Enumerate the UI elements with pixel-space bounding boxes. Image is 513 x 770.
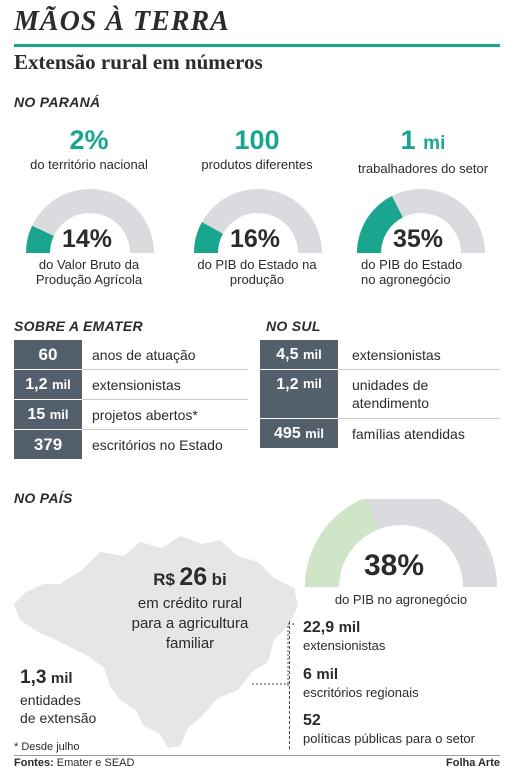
credit-block: R$ 26 bi em crédito rural para a agricul… <box>110 564 270 654</box>
table-row: 379 escritórios no Estado <box>14 430 223 459</box>
table-row: 15 mil projetos abertos* <box>14 400 198 429</box>
gauge-percent: 16% <box>230 225 280 254</box>
gauge-caption: do PIB do Estado naprodução <box>182 257 332 287</box>
row-label: famílias atendidas <box>338 426 465 442</box>
footnote: * Desde julho <box>14 741 79 753</box>
credit: Folha Arte <box>446 757 500 769</box>
list-bracket <box>289 621 290 749</box>
table-row: 1,2 mil unidades deatendimento <box>260 370 429 418</box>
row-value: 15 mil <box>14 400 82 429</box>
stat-trabalhadores: 1 mi trabalhadores do setor <box>343 126 503 176</box>
entities-block: 1,3 mil entidades de extensão <box>20 666 96 727</box>
row-label: unidades deatendimento <box>338 370 429 418</box>
row-label: escritórios no Estado <box>82 437 223 453</box>
section-heading-parana: NO PARANÁ <box>14 94 100 110</box>
table-row: 495 mil famílias atendidas <box>260 419 465 448</box>
stat-label: produtos diferentes <box>182 157 332 172</box>
page-subtitle: Extensão rural em números <box>14 50 263 75</box>
entities-value: 1,3 mil <box>20 666 96 691</box>
section-heading-pais: NO PAÍS <box>14 490 73 506</box>
row-value: 1,2 mil <box>260 370 338 418</box>
gauge-percent: 35% <box>393 225 443 254</box>
credit-label: em crédito rural para a agricultura fami… <box>110 594 270 654</box>
row-label: extensionistas <box>338 347 441 363</box>
row-label: anos de atuação <box>82 347 196 363</box>
row-value: 379 <box>14 430 82 459</box>
gauge-caption: do Valor Bruto daProdução Agrícola <box>14 257 164 287</box>
gauge-percent: 14% <box>62 225 112 254</box>
section-heading-emater: SOBRE A EMATER <box>14 318 143 334</box>
stat-value: 1 mi <box>343 126 503 158</box>
gauge-caption: do PIB do Estadono agronegócio <box>347 257 497 287</box>
gauge-percent: 38% <box>364 549 424 583</box>
list-item: 52 políticas públicas para o setor <box>303 711 475 747</box>
row-label: extensionistas <box>82 377 181 393</box>
gauge-caption: do PIB no agronegócio <box>300 592 502 607</box>
sources: Fontes: Emater e SEAD <box>14 757 134 769</box>
table-row: 60 anos de atuação <box>14 340 196 369</box>
page-title: MÃOS À TERRA <box>14 6 230 38</box>
stat-produtos: 100 produtos diferentes <box>182 126 332 172</box>
row-value: 4,5 mil <box>260 340 338 369</box>
section-heading-sul: NO SUL <box>266 318 321 334</box>
title-rule <box>14 44 500 47</box>
stat-value: 100 <box>182 126 332 154</box>
stat-label: trabalhadores do setor <box>343 161 503 176</box>
stat-value: 2% <box>14 126 164 154</box>
row-value: 1,2 mil <box>14 370 82 399</box>
entities-label: entidades de extensão <box>20 691 96 727</box>
row-label: projetos abertos* <box>82 407 198 423</box>
table-row: 4,5 mil extensionistas <box>260 340 441 369</box>
footer-rule <box>14 755 500 756</box>
list-item: 6 mil escritórios regionais <box>303 665 419 701</box>
table-row: 1,2 mil extensionistas <box>14 370 181 399</box>
list-item: 22,9 mil extensionistas <box>303 618 385 654</box>
stat-territorio: 2% do território nacional <box>14 126 164 172</box>
row-value: 60 <box>14 340 82 369</box>
stat-label: do território nacional <box>14 157 164 172</box>
credit-value: R$ 26 bi <box>110 564 270 594</box>
row-value: 495 mil <box>260 419 338 448</box>
